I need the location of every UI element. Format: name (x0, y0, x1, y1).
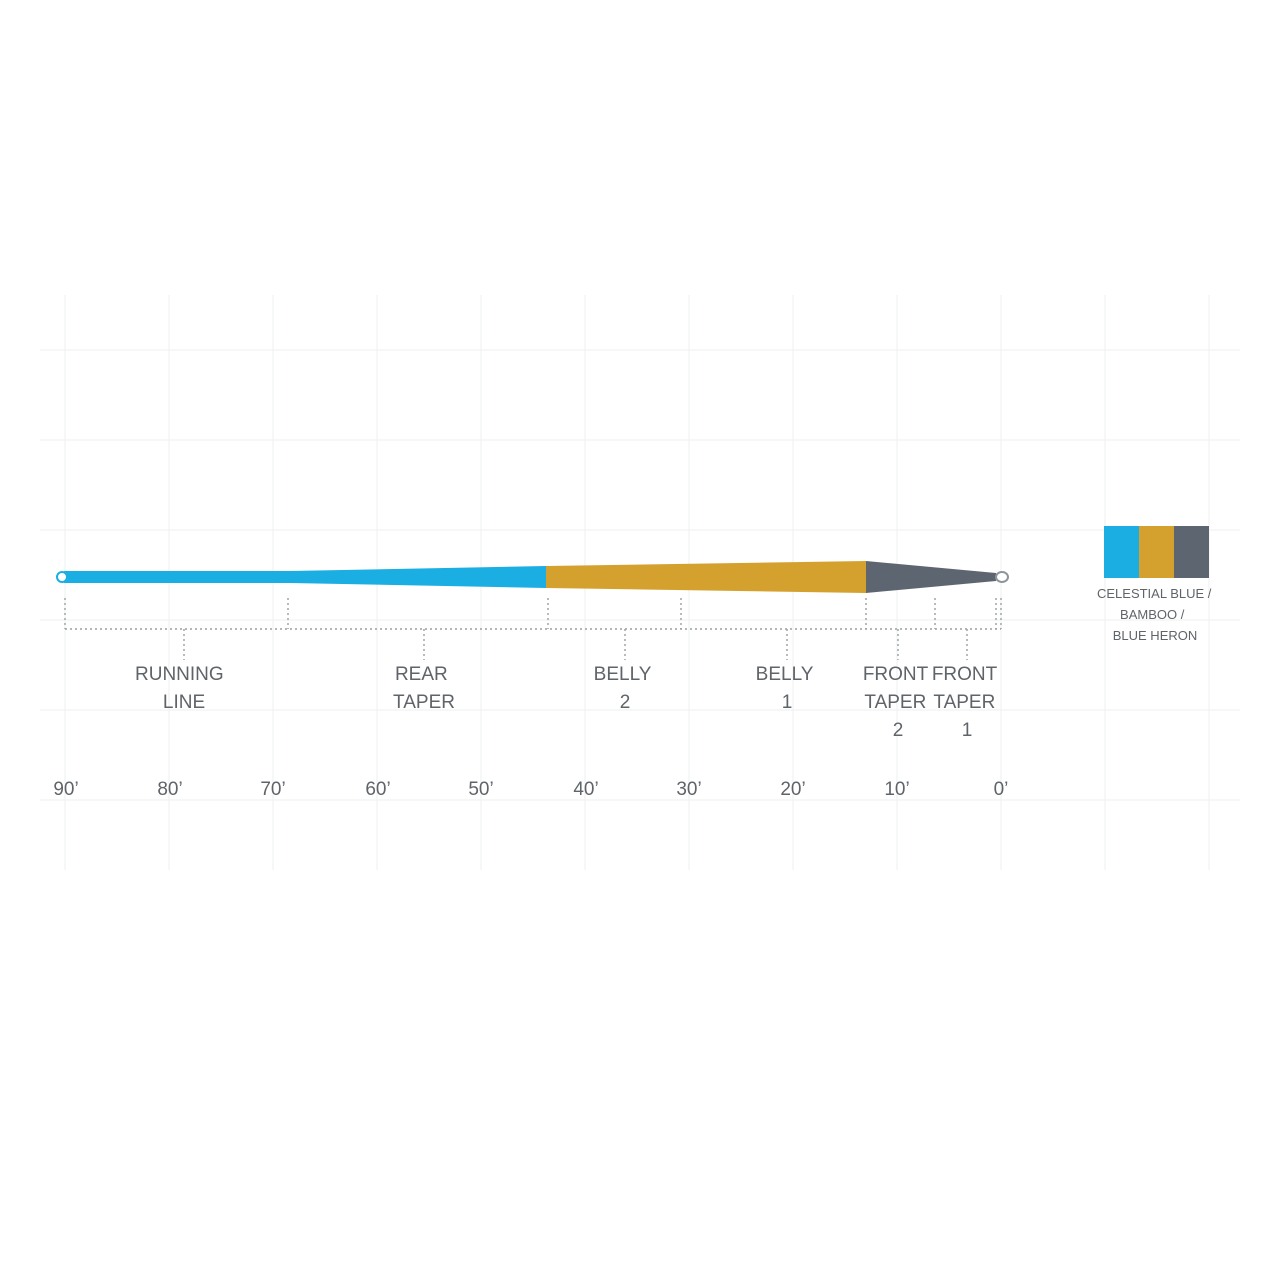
running-line-and-rear-taper-segment (64, 566, 546, 588)
section-label-belly-1: BELLY 1 (756, 664, 819, 713)
legend-swatch-bamboo (1139, 526, 1174, 578)
distance-scale: 90’ 80’ 70’ 60’ 50’ 40’ 30’ 20’ 10’ 0’ (53, 779, 1008, 800)
distance-label: 90’ (53, 779, 78, 800)
background-grid (40, 295, 1240, 870)
distance-label: 50’ (468, 779, 493, 800)
front-loop-icon (995, 571, 1009, 583)
belly-segment (546, 561, 866, 593)
front-taper-segment (866, 561, 996, 593)
fly-line (56, 561, 1009, 593)
distance-label: 80’ (157, 779, 182, 800)
distance-label: 0’ (994, 779, 1009, 800)
legend-label: CELESTIAL BLUE / BAMBOO / BLUE HERON (1097, 586, 1215, 643)
legend-swatch-blue-heron (1174, 526, 1209, 578)
section-label-rear-taper: REAR TAPER (393, 664, 455, 713)
distance-label: 70’ (260, 779, 285, 800)
section-label-running-line: RUNNING LINE (135, 664, 229, 713)
section-brackets (64, 598, 1002, 660)
section-label-front-taper-1: FRONT TAPER 1 (932, 664, 1002, 741)
legend-swatch-celestial-blue (1104, 526, 1139, 578)
distance-label: 10’ (884, 779, 909, 800)
color-legend: CELESTIAL BLUE / BAMBOO / BLUE HERON (1097, 526, 1215, 643)
distance-label: 30’ (676, 779, 701, 800)
section-label-front-taper-2: FRONT TAPER 2 (863, 664, 933, 741)
section-labels: RUNNING LINE REAR TAPER BELLY 2 BELLY 1 … (135, 664, 1002, 741)
section-label-belly-2: BELLY 2 (594, 664, 657, 713)
rear-loop-icon (56, 571, 68, 583)
distance-label: 40’ (573, 779, 598, 800)
distance-label: 60’ (365, 779, 390, 800)
distance-label: 20’ (780, 779, 805, 800)
